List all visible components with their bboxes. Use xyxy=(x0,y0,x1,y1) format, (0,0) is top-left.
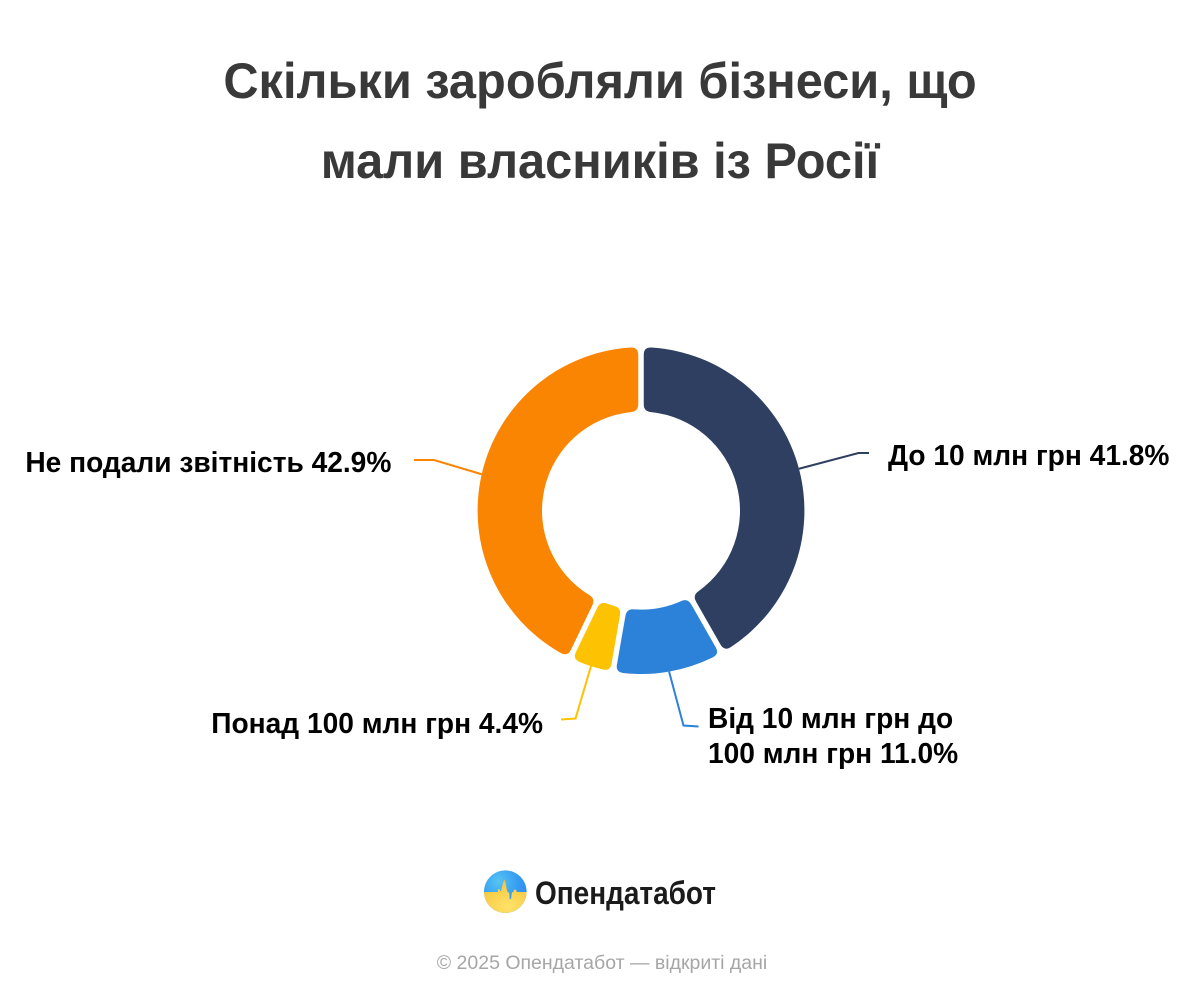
svg-text:Опендатабот: Опендатабот xyxy=(535,875,716,911)
